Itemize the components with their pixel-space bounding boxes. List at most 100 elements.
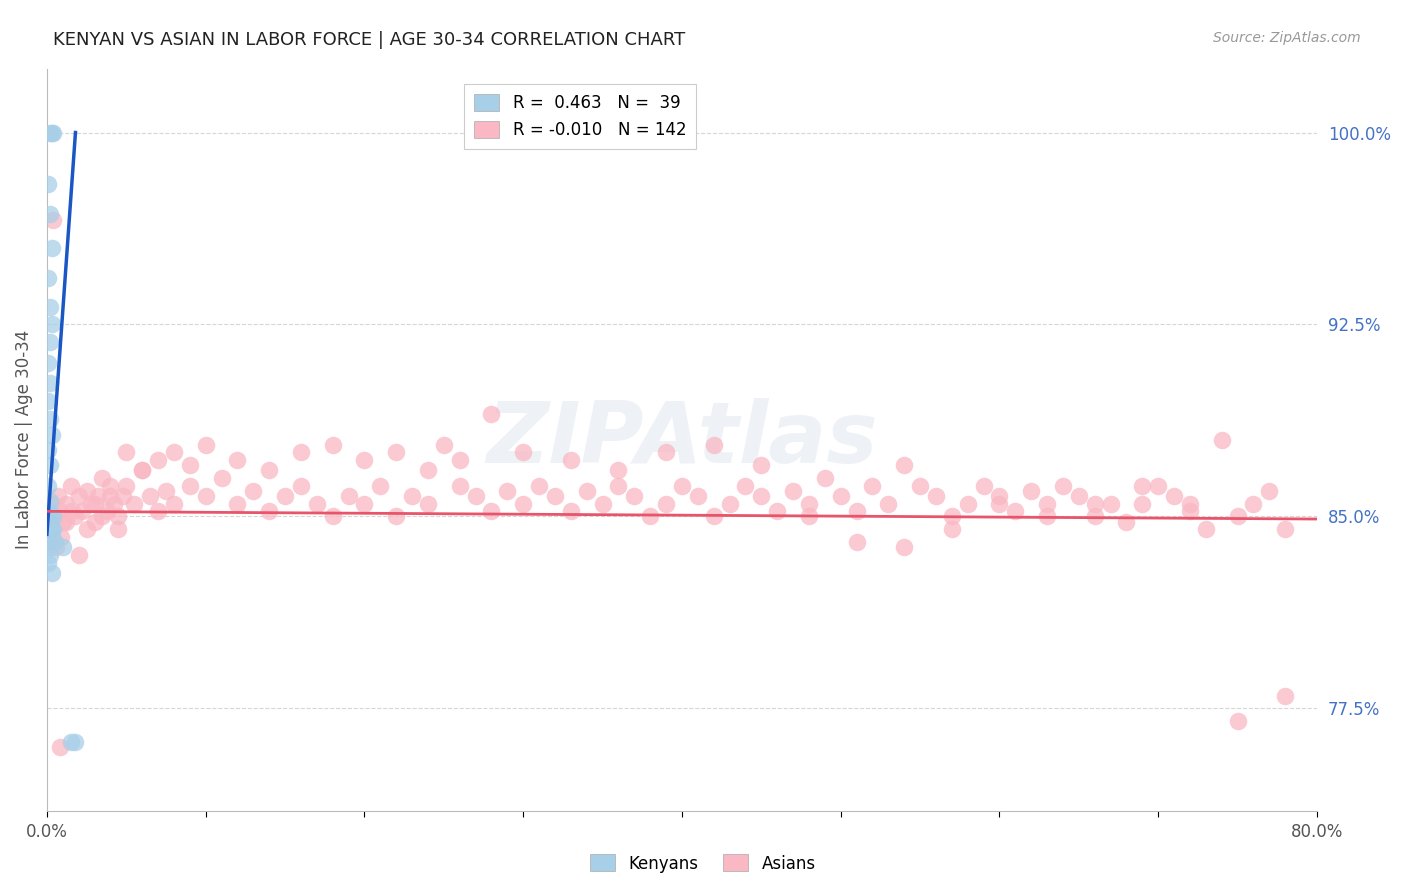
Point xyxy=(37,509,59,524)
Text: Source: ZipAtlas.com: Source: ZipAtlas.com xyxy=(1213,31,1361,45)
Point xyxy=(322,438,344,452)
Point xyxy=(353,453,375,467)
Point xyxy=(46,489,69,503)
Point xyxy=(39,300,62,314)
Point xyxy=(527,479,550,493)
Point xyxy=(115,479,138,493)
Point xyxy=(416,497,439,511)
Point xyxy=(1099,497,1122,511)
Point xyxy=(44,509,66,524)
Point xyxy=(1019,483,1042,498)
Point xyxy=(41,566,63,580)
Point xyxy=(257,463,280,477)
Point xyxy=(353,497,375,511)
Point xyxy=(1163,489,1185,503)
Point xyxy=(1147,479,1170,493)
Point xyxy=(638,509,661,524)
Point xyxy=(83,497,105,511)
Point xyxy=(83,515,105,529)
Point xyxy=(41,535,63,549)
Point xyxy=(41,318,63,332)
Point xyxy=(131,463,153,477)
Point xyxy=(39,335,62,350)
Text: ZIPAtlas: ZIPAtlas xyxy=(486,398,877,481)
Point xyxy=(179,458,201,473)
Point xyxy=(830,489,852,503)
Point xyxy=(449,479,471,493)
Point xyxy=(479,407,502,421)
Point xyxy=(322,509,344,524)
Point xyxy=(39,412,62,426)
Point xyxy=(592,497,614,511)
Point xyxy=(55,515,77,529)
Point xyxy=(39,126,62,140)
Point xyxy=(86,489,108,503)
Point xyxy=(107,509,129,524)
Point xyxy=(100,479,122,493)
Point xyxy=(52,515,75,529)
Point xyxy=(433,438,456,452)
Point xyxy=(37,535,59,549)
Point xyxy=(37,356,59,370)
Point xyxy=(112,489,135,503)
Point xyxy=(703,438,725,452)
Point xyxy=(1241,497,1264,511)
Point xyxy=(163,445,186,459)
Point xyxy=(860,479,883,493)
Point xyxy=(1084,509,1107,524)
Point xyxy=(179,479,201,493)
Point xyxy=(42,212,65,227)
Point xyxy=(1084,497,1107,511)
Point xyxy=(45,540,67,554)
Point xyxy=(337,489,360,503)
Point xyxy=(52,540,75,554)
Text: KENYAN VS ASIAN IN LABOR FORCE | AGE 30-34 CORRELATION CHART: KENYAN VS ASIAN IN LABOR FORCE | AGE 30-… xyxy=(53,31,686,49)
Point xyxy=(59,479,82,493)
Point xyxy=(37,479,59,493)
Point xyxy=(37,556,59,570)
Point xyxy=(100,489,122,503)
Point xyxy=(194,489,217,503)
Point xyxy=(55,497,77,511)
Point xyxy=(155,483,177,498)
Point xyxy=(65,509,87,524)
Point xyxy=(544,489,567,503)
Point xyxy=(39,458,62,473)
Point xyxy=(41,126,63,140)
Point xyxy=(226,497,249,511)
Point xyxy=(512,445,534,459)
Point xyxy=(37,442,59,457)
Point xyxy=(39,548,62,562)
Point xyxy=(1067,489,1090,503)
Legend: Kenyans, Asians: Kenyans, Asians xyxy=(583,847,823,880)
Point xyxy=(65,735,87,749)
Point xyxy=(41,497,63,511)
Point xyxy=(115,445,138,459)
Point xyxy=(749,489,772,503)
Point xyxy=(512,497,534,511)
Point xyxy=(877,497,900,511)
Point xyxy=(41,241,63,255)
Point xyxy=(988,497,1011,511)
Point xyxy=(163,497,186,511)
Point xyxy=(76,522,98,536)
Point xyxy=(59,735,82,749)
Legend: R =  0.463   N =  39, R = -0.010   N = 142: R = 0.463 N = 39, R = -0.010 N = 142 xyxy=(464,84,696,149)
Point xyxy=(48,504,70,518)
Point xyxy=(1036,497,1059,511)
Point xyxy=(91,509,114,524)
Point xyxy=(686,489,709,503)
Point xyxy=(242,483,264,498)
Point xyxy=(1274,522,1296,536)
Point xyxy=(956,497,979,511)
Point xyxy=(305,497,328,511)
Point xyxy=(575,483,598,498)
Point xyxy=(37,271,59,285)
Point xyxy=(39,504,62,518)
Point xyxy=(211,471,233,485)
Point xyxy=(80,497,103,511)
Point xyxy=(1036,509,1059,524)
Point xyxy=(131,463,153,477)
Point xyxy=(48,739,70,754)
Point xyxy=(60,504,83,518)
